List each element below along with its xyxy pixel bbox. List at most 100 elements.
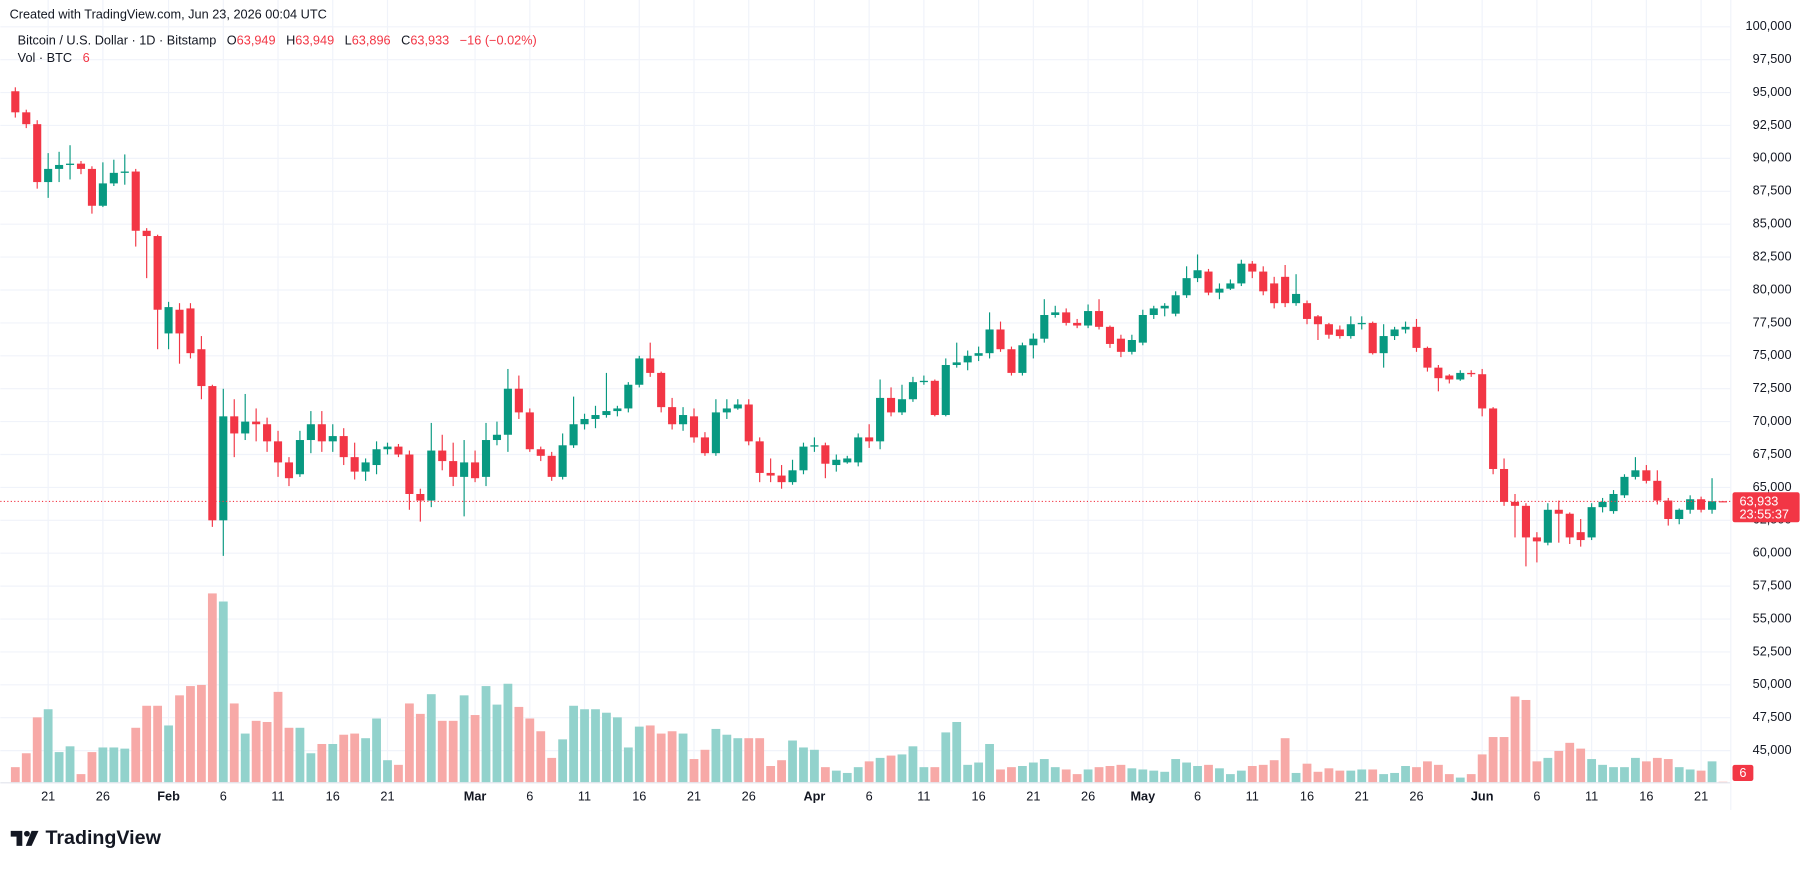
- volume-bar: [1707, 761, 1717, 783]
- candle-body: [306, 424, 315, 441]
- candle-body: [372, 449, 381, 466]
- candle-body: [1510, 501, 1520, 506]
- volume-bar: [1215, 768, 1224, 783]
- candle-body: [1062, 312, 1071, 323]
- volume-bar: [908, 746, 918, 783]
- volume-bar: [164, 725, 173, 783]
- candle-body: [273, 441, 283, 463]
- volume-bar: [1455, 777, 1465, 783]
- y-tick-label: 100,000: [1746, 18, 1792, 33]
- ohlc-key: H: [286, 33, 295, 48]
- volume-bar: [1620, 767, 1629, 783]
- volume-bar: [952, 721, 962, 783]
- y-tick-label: 52,500: [1753, 643, 1792, 658]
- volume-bar: [1598, 764, 1607, 783]
- volume-bar: [1587, 759, 1597, 783]
- x-tick-label: Feb: [157, 789, 180, 804]
- volume-bar: [1039, 759, 1049, 783]
- candle-body: [1116, 338, 1125, 352]
- volume-bar: [612, 717, 622, 783]
- y-tick-label: 92,500: [1753, 117, 1792, 132]
- volume-bar: [43, 709, 53, 783]
- y-tick-label: 97,500: [1753, 51, 1792, 66]
- x-tick-label: 11: [578, 789, 591, 804]
- candle-body: [679, 415, 688, 425]
- candle-body: [98, 183, 107, 206]
- volume-bar: [186, 686, 195, 783]
- candle-body: [241, 421, 250, 434]
- candle-body: [87, 168, 96, 206]
- candle-body: [908, 382, 917, 400]
- volume-bar: [700, 749, 710, 783]
- volume-bar: [295, 727, 305, 783]
- candle-body: [219, 416, 228, 521]
- volume-bar: [645, 725, 655, 783]
- volume-bar: [1433, 764, 1443, 783]
- volume-bar: [1116, 764, 1126, 783]
- candle-body: [44, 168, 53, 183]
- volume-bar: [853, 767, 863, 783]
- candle-body: [755, 441, 764, 473]
- volume-bar: [153, 705, 163, 783]
- candle-body: [503, 388, 512, 435]
- volume-bar: [1565, 742, 1575, 783]
- volume-bar: [470, 715, 480, 783]
- volume-bar: [591, 709, 600, 783]
- candle-body: [1500, 468, 1509, 502]
- volume-bar: [1423, 761, 1432, 783]
- candle-body: [142, 230, 151, 237]
- volume-bar: [1324, 768, 1334, 783]
- candle-body: [481, 440, 491, 477]
- candle-body: [1302, 303, 1312, 319]
- candle-body: [1609, 493, 1618, 512]
- volume-bar: [602, 712, 611, 783]
- candle-body: [602, 411, 611, 416]
- candle-body: [394, 446, 403, 455]
- volume-bar: [656, 733, 666, 783]
- y-tick-label: 77,500: [1753, 314, 1792, 329]
- candle-body: [1467, 372, 1476, 375]
- volume-bar: [1674, 767, 1684, 783]
- volume-bar: [1444, 774, 1454, 783]
- volume-bar: [711, 728, 721, 783]
- candle-body: [963, 355, 972, 363]
- volume-badge: 6: [1739, 765, 1746, 780]
- volume-bar: [788, 740, 797, 783]
- volume-bar: [1641, 761, 1651, 783]
- candle-body: [317, 424, 326, 442]
- volume-bar: [1280, 738, 1290, 783]
- volume-bar: [1028, 762, 1038, 783]
- y-tick-label: 70,000: [1753, 413, 1792, 428]
- candle-body: [788, 470, 797, 483]
- candle-body: [1215, 288, 1224, 293]
- volume-bar: [383, 760, 392, 783]
- volume-bar: [1488, 737, 1498, 783]
- candle-body: [1040, 314, 1049, 339]
- candle-body: [328, 436, 337, 442]
- volume-bar: [207, 593, 217, 783]
- candle-body: [230, 416, 239, 434]
- candle-body: [164, 307, 173, 334]
- volume-pane: [10, 593, 1728, 783]
- volume-bar: [120, 748, 130, 783]
- candle-body: [1423, 347, 1432, 368]
- candle-body: [1478, 374, 1487, 409]
- volume-bar: [1302, 763, 1312, 783]
- y-tick-label: 90,000: [1753, 150, 1792, 165]
- volume-bar: [109, 747, 119, 783]
- candle-body: [1368, 322, 1377, 354]
- volume-bar: [1171, 759, 1181, 783]
- volume-bar: [262, 721, 272, 783]
- volume-bar: [448, 720, 458, 783]
- candle-body: [1489, 408, 1498, 469]
- candle-body: [1620, 476, 1629, 496]
- candle-body: [1598, 501, 1607, 508]
- volume-bar: [864, 761, 874, 783]
- volume-bar: [317, 743, 327, 783]
- candle-body: [76, 163, 86, 169]
- volume-legend: Vol · BTC 6: [18, 50, 90, 65]
- candle-body: [558, 445, 567, 477]
- volume-bar: [941, 732, 951, 783]
